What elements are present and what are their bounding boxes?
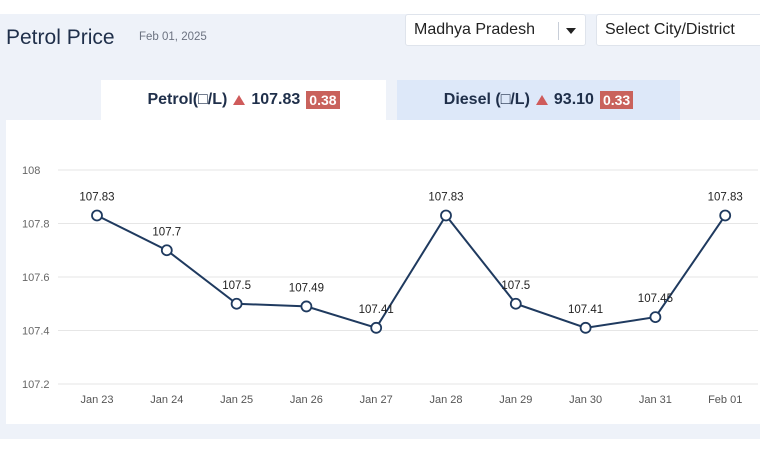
city-select[interactable]: Select City/District [596,14,760,46]
x-tick-label: Jan 25 [220,394,253,406]
city-select-value: Select City/District [605,21,735,38]
diesel-price: 93.10 [553,91,594,108]
price-date: Feb 01, 2025 [139,31,207,43]
data-label: 107.83 [428,191,463,203]
price-line-chart: 108 107.8 107.6 107.4 107.2 Jan 23 Jan 24 Jan 2… [22,165,758,406]
data-point [440,209,452,222]
data-point [370,321,383,334]
x-tick-label: Jan 24 [150,394,183,406]
tab-petrol-label: Petrol(□/L) [147,91,228,108]
data-point [230,297,243,310]
data-label: 107.45 [638,293,673,305]
petrol-change-badge: 0.38 [306,91,340,109]
x-tick-label: Jan 31 [639,394,672,406]
data-point [719,209,732,222]
x-tick-label: Feb 01 [708,394,742,406]
data-point [160,244,173,257]
data-point [91,209,103,222]
data-label: 107.83 [708,191,743,203]
data-label: 107.41 [359,304,394,316]
data-point [649,311,662,324]
x-tick-label: Jan 29 [499,394,532,406]
data-label: 107.7 [152,226,181,238]
diesel-change-badge: 0.33 [599,91,634,109]
y-tick-label: 107.6 [22,272,50,284]
state-select-value: Madhya Pradesh [414,21,535,38]
select-separator [558,22,559,40]
tab-diesel[interactable]: Diesel (□/L) 93.10 0.33 [397,80,680,120]
petrol-price: 107.83 [251,91,301,108]
price-chart: 108 107.8 107.6 107.4 107.2 Jan 23 Jan 24 Jan 2… [6,120,760,424]
price-up-icon [233,95,246,105]
data-label: 107.5 [222,280,251,292]
series-line [96,213,727,330]
price-up-icon [535,95,548,105]
y-tick-label: 107.4 [22,326,50,338]
x-tick-label: Jan 30 [569,394,602,406]
state-select[interactable]: Madhya Pradesh [405,14,586,46]
tab-diesel-label: Diesel (□/L) [443,91,530,108]
data-label: 107.83 [79,191,114,203]
x-tick-label: Jan 28 [429,394,462,406]
y-tick-label: 107.8 [22,219,50,231]
page-title: Petrol Price [6,26,115,49]
data-point [579,321,592,334]
tab-petrol[interactable]: Petrol(□/L) 107.83 0.38 [101,80,386,120]
y-tick-label: 108 [22,165,40,177]
x-tick-label: Jan 27 [360,394,393,406]
data-point [509,297,522,310]
data-label: 107.41 [568,304,603,316]
x-tick-label: Jan 23 [80,394,113,406]
x-tick-label: Jan 26 [290,394,323,406]
data-label: 107.5 [501,280,530,292]
data-point [300,300,313,313]
y-tick-label: 107.2 [22,379,50,391]
chevron-down-icon[interactable] [566,28,576,34]
data-label: 107.49 [289,282,324,294]
